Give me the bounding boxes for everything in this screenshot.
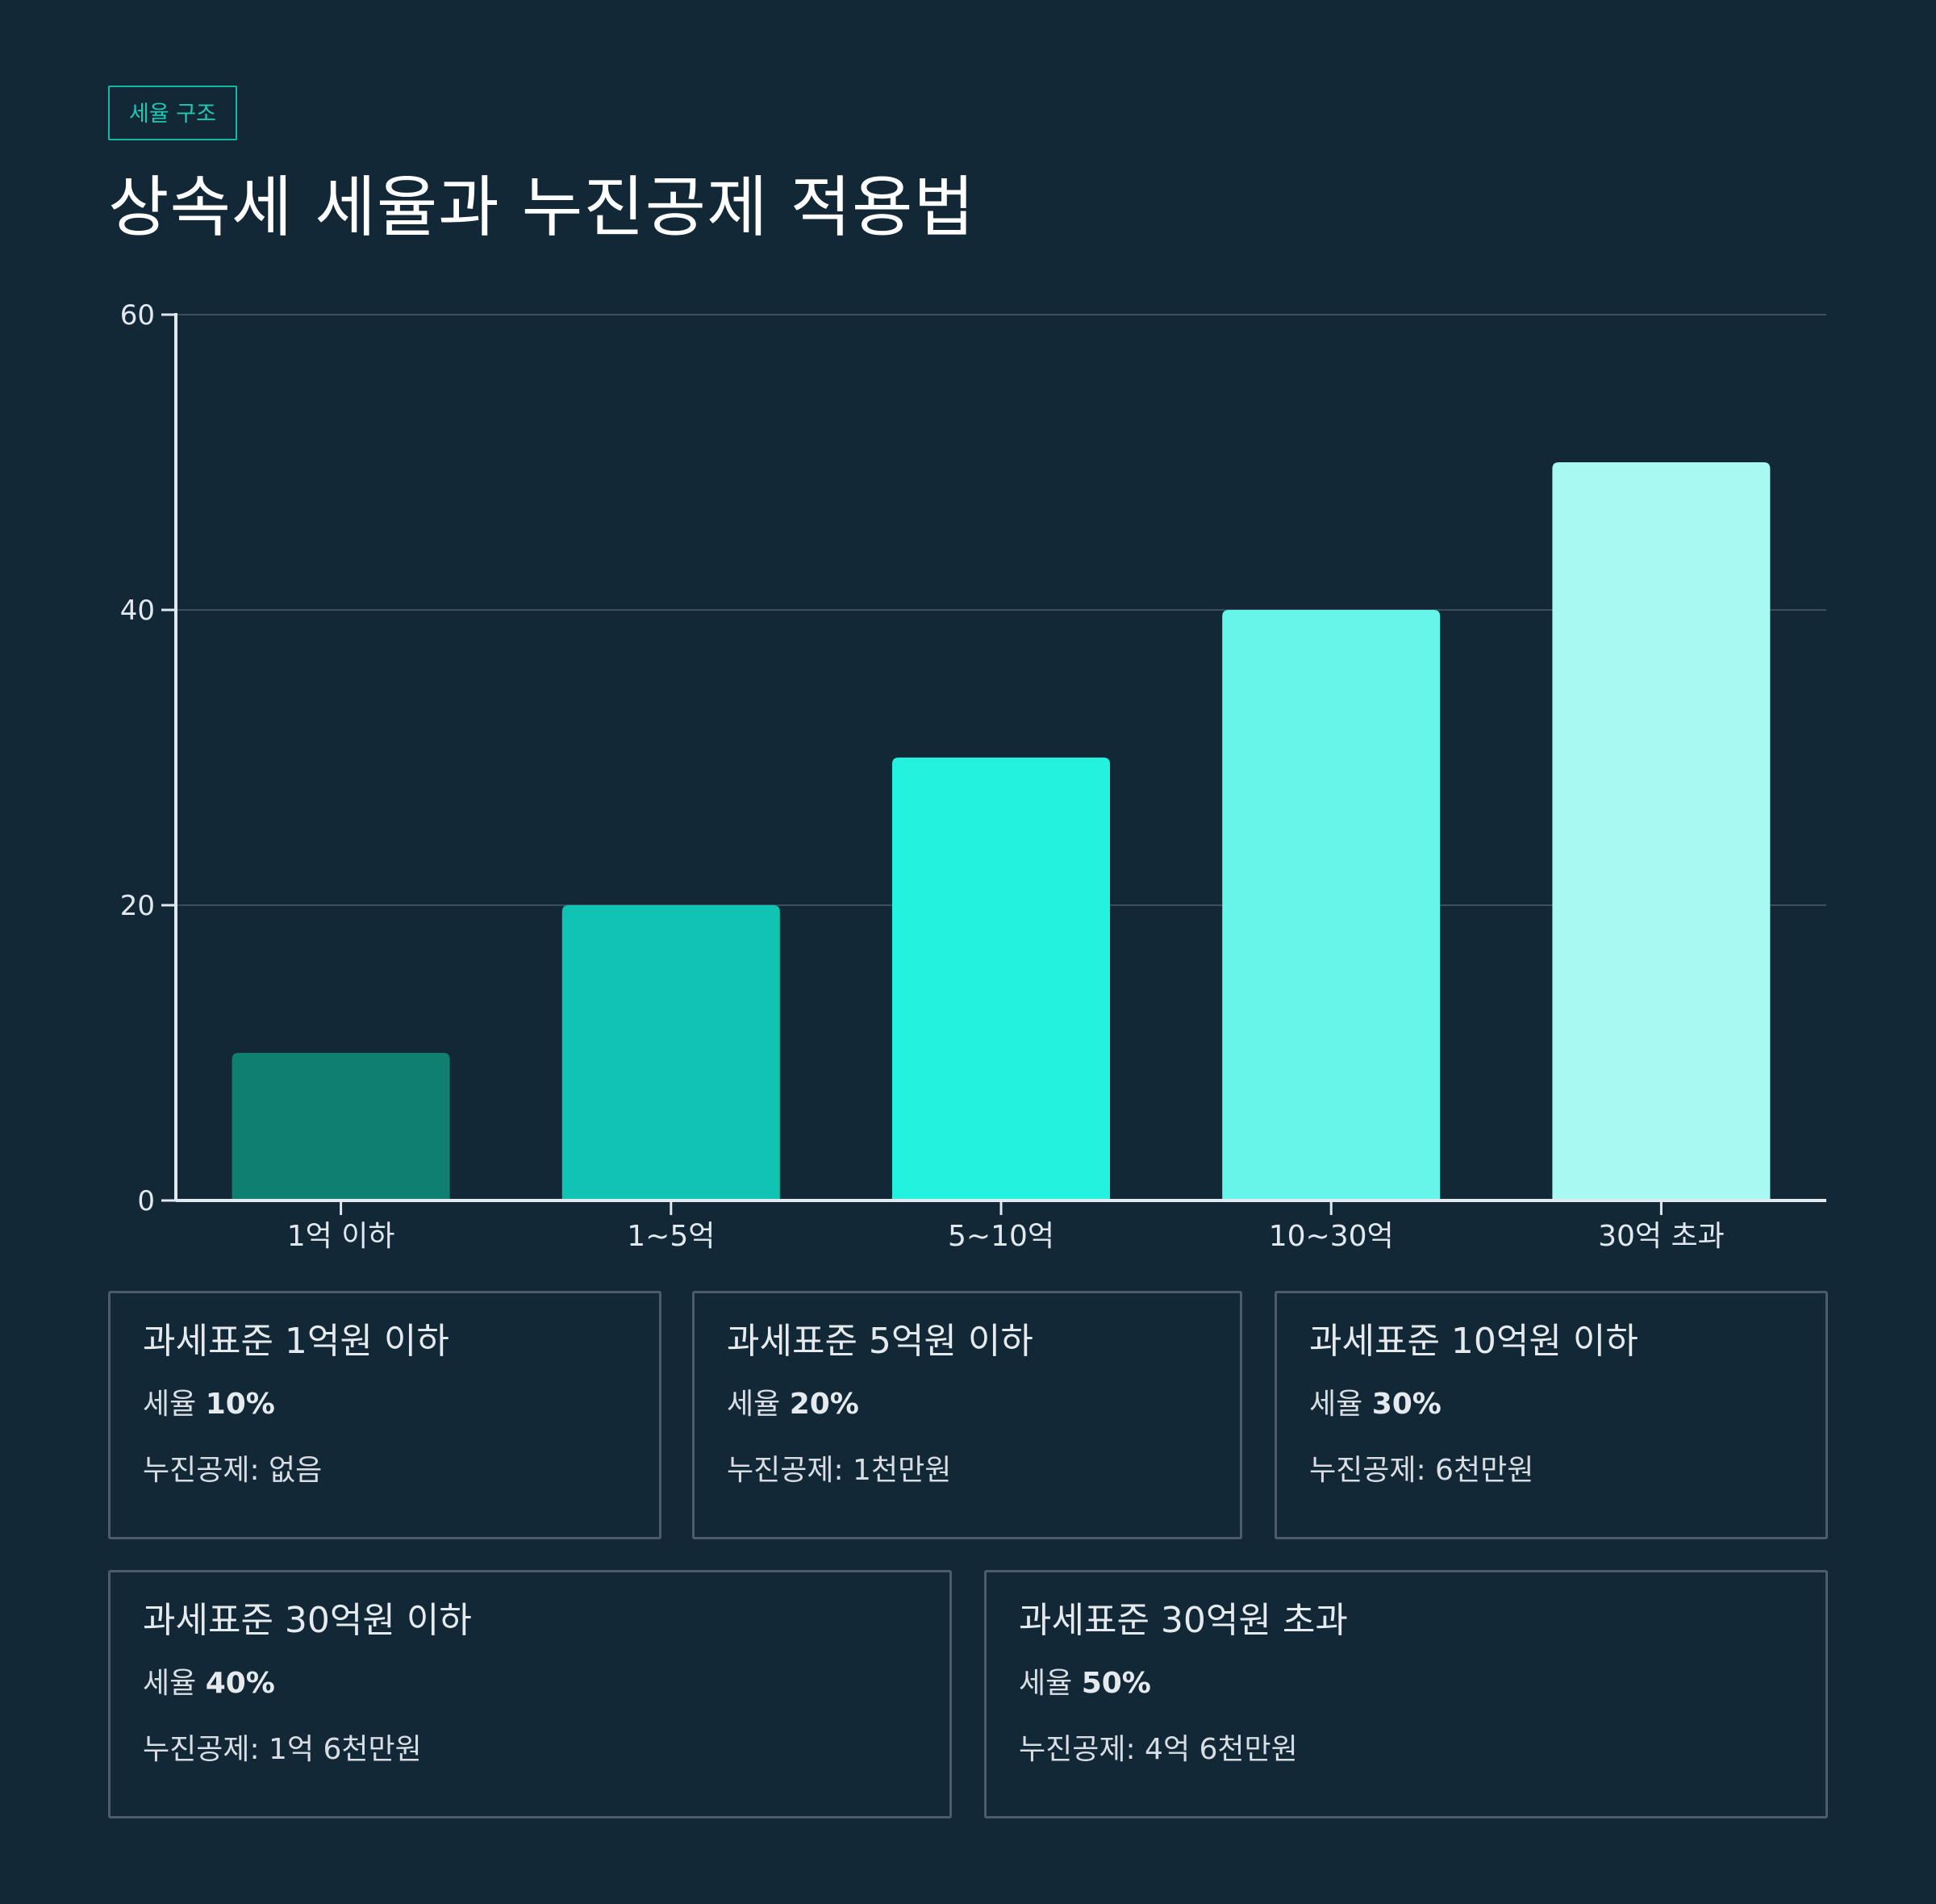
rate-value: 40% bbox=[205, 1667, 275, 1700]
x-tick-label: 30억 초과 bbox=[1598, 1220, 1725, 1253]
card-rate: 세율 20% bbox=[727, 1390, 1240, 1419]
page-title: 상속세 세율과 누진공제 적용법 bbox=[108, 169, 975, 246]
card-heading: 과세표준 5억원 이하 bbox=[727, 1321, 1033, 1362]
rate-value: 10% bbox=[205, 1388, 275, 1421]
tax-card-5: 과세표준 30억원 초과 세율 50% 누진공제: 4억 6천만원 bbox=[984, 1570, 1828, 1818]
card-rate: 세율 40% bbox=[143, 1669, 949, 1698]
x-tick-label: 10~30억 bbox=[1269, 1220, 1394, 1253]
rate-label: 세율 bbox=[727, 1388, 781, 1421]
tick-labels: 0 20 40 60 1억 이하 1~5억 5~10억 10~30억 30억 초과 bbox=[120, 299, 1725, 1253]
bar bbox=[232, 1053, 450, 1200]
card-deduction: 누진공제: 4억 6천만원 bbox=[1019, 1733, 1298, 1766]
bars bbox=[232, 462, 1771, 1200]
y-tick-label: 20 bbox=[120, 890, 155, 922]
card-heading: 과세표준 10억원 이하 bbox=[1309, 1321, 1638, 1362]
y-tick-label: 60 bbox=[120, 299, 155, 332]
x-tick-label: 1억 이하 bbox=[287, 1220, 395, 1253]
rate-value: 50% bbox=[1081, 1667, 1151, 1700]
card-deduction: 누진공제: 6천만원 bbox=[1309, 1454, 1534, 1487]
axes bbox=[161, 313, 1826, 1215]
rate-label: 세율 bbox=[1309, 1388, 1363, 1421]
card-deduction: 누진공제: 없음 bbox=[143, 1454, 323, 1487]
card-rate: 세율 30% bbox=[1309, 1390, 1825, 1419]
card-heading: 과세표준 30억원 이하 bbox=[143, 1600, 472, 1641]
rate-label: 세율 bbox=[143, 1388, 197, 1421]
rate-value: 30% bbox=[1371, 1388, 1442, 1421]
tax-card-4: 과세표준 30억원 이하 세율 40% 누진공제: 1억 6천만원 bbox=[108, 1570, 952, 1818]
y-tick-label: 40 bbox=[120, 595, 155, 627]
x-tick-label: 5~10억 bbox=[948, 1220, 1054, 1253]
card-deduction: 누진공제: 1천만원 bbox=[727, 1454, 952, 1487]
card-heading: 과세표준 30억원 초과 bbox=[1019, 1600, 1348, 1641]
bar bbox=[892, 758, 1110, 1200]
card-deduction: 누진공제: 1억 6천만원 bbox=[143, 1733, 422, 1766]
tax-card-2: 과세표준 5억원 이하 세율 20% 누진공제: 1천만원 bbox=[692, 1291, 1242, 1539]
bar bbox=[1552, 462, 1771, 1200]
section-badge: 세율 구조 bbox=[108, 86, 237, 140]
card-heading: 과세표준 1억원 이하 bbox=[143, 1321, 449, 1362]
bar bbox=[1222, 610, 1441, 1200]
rate-value: 20% bbox=[789, 1388, 859, 1421]
bar-chart: 0 20 40 60 1억 이하 1~5억 5~10억 10~30억 30억 초과 bbox=[120, 299, 1826, 1253]
rate-label: 세율 bbox=[1019, 1667, 1073, 1700]
card-rate: 세율 10% bbox=[143, 1390, 659, 1419]
x-tick-label: 1~5억 bbox=[627, 1220, 715, 1253]
rate-label: 세율 bbox=[143, 1667, 197, 1700]
tax-card-3: 과세표준 10억원 이하 세율 30% 누진공제: 6천만원 bbox=[1275, 1291, 1828, 1539]
y-tick-label: 0 bbox=[137, 1185, 155, 1217]
card-rate: 세율 50% bbox=[1019, 1669, 1825, 1698]
bar bbox=[561, 905, 780, 1200]
tax-card-1: 과세표준 1억원 이하 세율 10% 누진공제: 없음 bbox=[108, 1291, 661, 1539]
